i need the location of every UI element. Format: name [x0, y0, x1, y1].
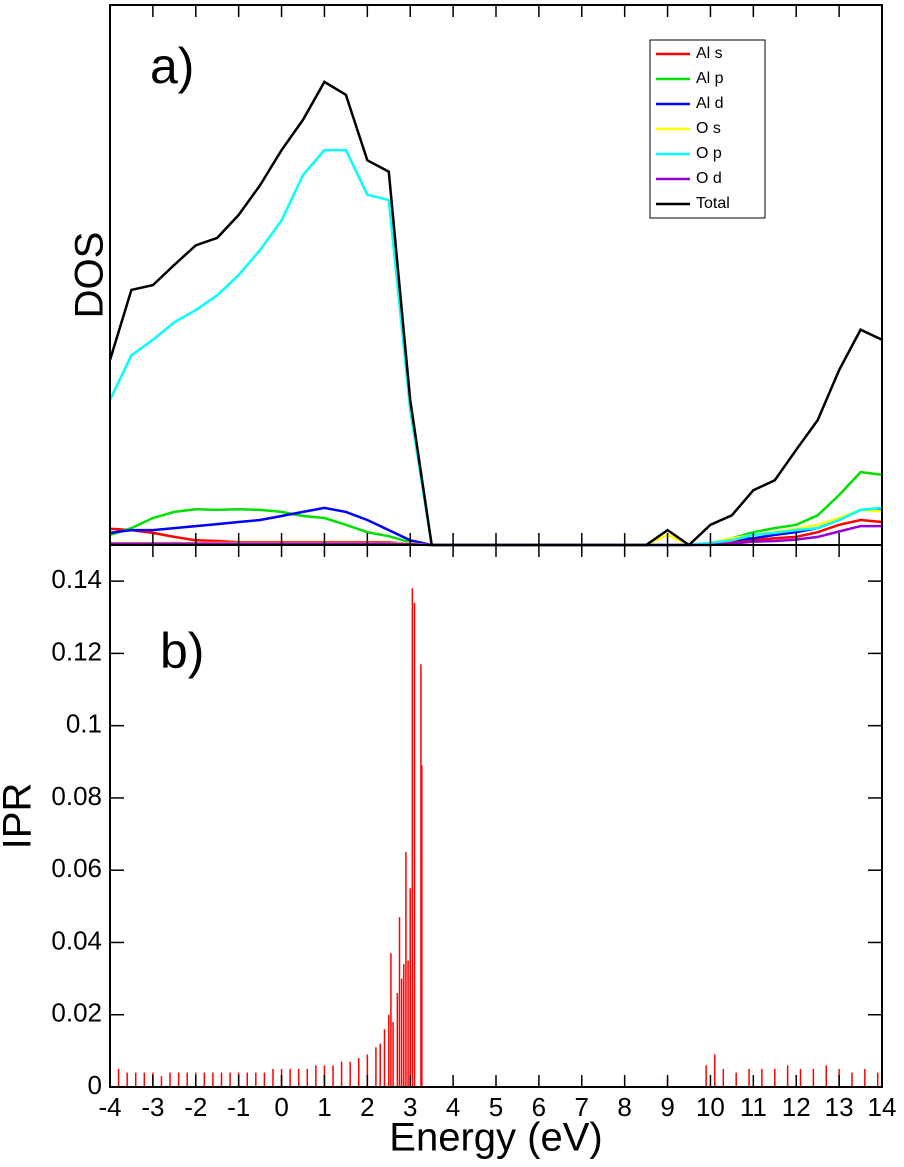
x-tick-label: 14: [868, 1092, 897, 1122]
y-tick-label: 0.12: [51, 636, 102, 666]
x-tick-label: 8: [617, 1092, 631, 1122]
x-tick-label: 1: [317, 1092, 331, 1122]
plot-frame: [109, 4, 883, 546]
legend-label: Al s: [696, 45, 723, 62]
y-tick-label: 0.02: [51, 998, 102, 1028]
x-tick-label: -3: [141, 1092, 164, 1122]
y-tick-label: 0.08: [51, 781, 102, 811]
dos-line: [108, 80, 883, 547]
legend-label: Al p: [696, 70, 724, 87]
x-tick-label: 11: [740, 1092, 767, 1122]
x-tick-label: 3: [403, 1092, 417, 1122]
legend-label: Al d: [696, 95, 724, 112]
x-tick-label: 5: [489, 1092, 503, 1122]
y-tick-label: 0.14: [51, 564, 102, 594]
x-tick-label: 7: [575, 1092, 589, 1122]
dos-line: [108, 148, 883, 547]
y-axis-label: DOS: [68, 232, 112, 319]
y-axis-label: IPR: [0, 783, 40, 850]
y-tick-label: 0.06: [51, 853, 102, 883]
x-tick-label: 6: [532, 1092, 546, 1122]
x-tick-label: 13: [825, 1092, 854, 1122]
x-tick-label: 2: [360, 1092, 374, 1122]
x-tick-label: 10: [696, 1092, 725, 1122]
plot-frame: [109, 544, 883, 1088]
legend-label: O s: [696, 120, 721, 137]
legend-label: Total: [696, 195, 730, 212]
x-tick-label: 4: [446, 1092, 460, 1122]
panel-label: a): [150, 38, 194, 94]
x-tick-label: -4: [98, 1092, 121, 1122]
y-tick-label: 0.1: [66, 709, 102, 739]
x-axis-label: Energy (eV): [389, 1116, 602, 1160]
x-tick-label: 9: [660, 1092, 674, 1122]
legend-label: O d: [696, 170, 722, 187]
x-tick-label: 0: [274, 1092, 288, 1122]
x-tick-label: -2: [184, 1092, 207, 1122]
x-tick-label: 12: [782, 1092, 811, 1122]
panel-label: b): [160, 623, 204, 679]
y-tick-label: 0.04: [51, 925, 102, 955]
legend-label: O p: [696, 145, 722, 162]
y-tick-label: 0: [88, 1070, 102, 1100]
x-tick-label: -1: [227, 1092, 250, 1122]
